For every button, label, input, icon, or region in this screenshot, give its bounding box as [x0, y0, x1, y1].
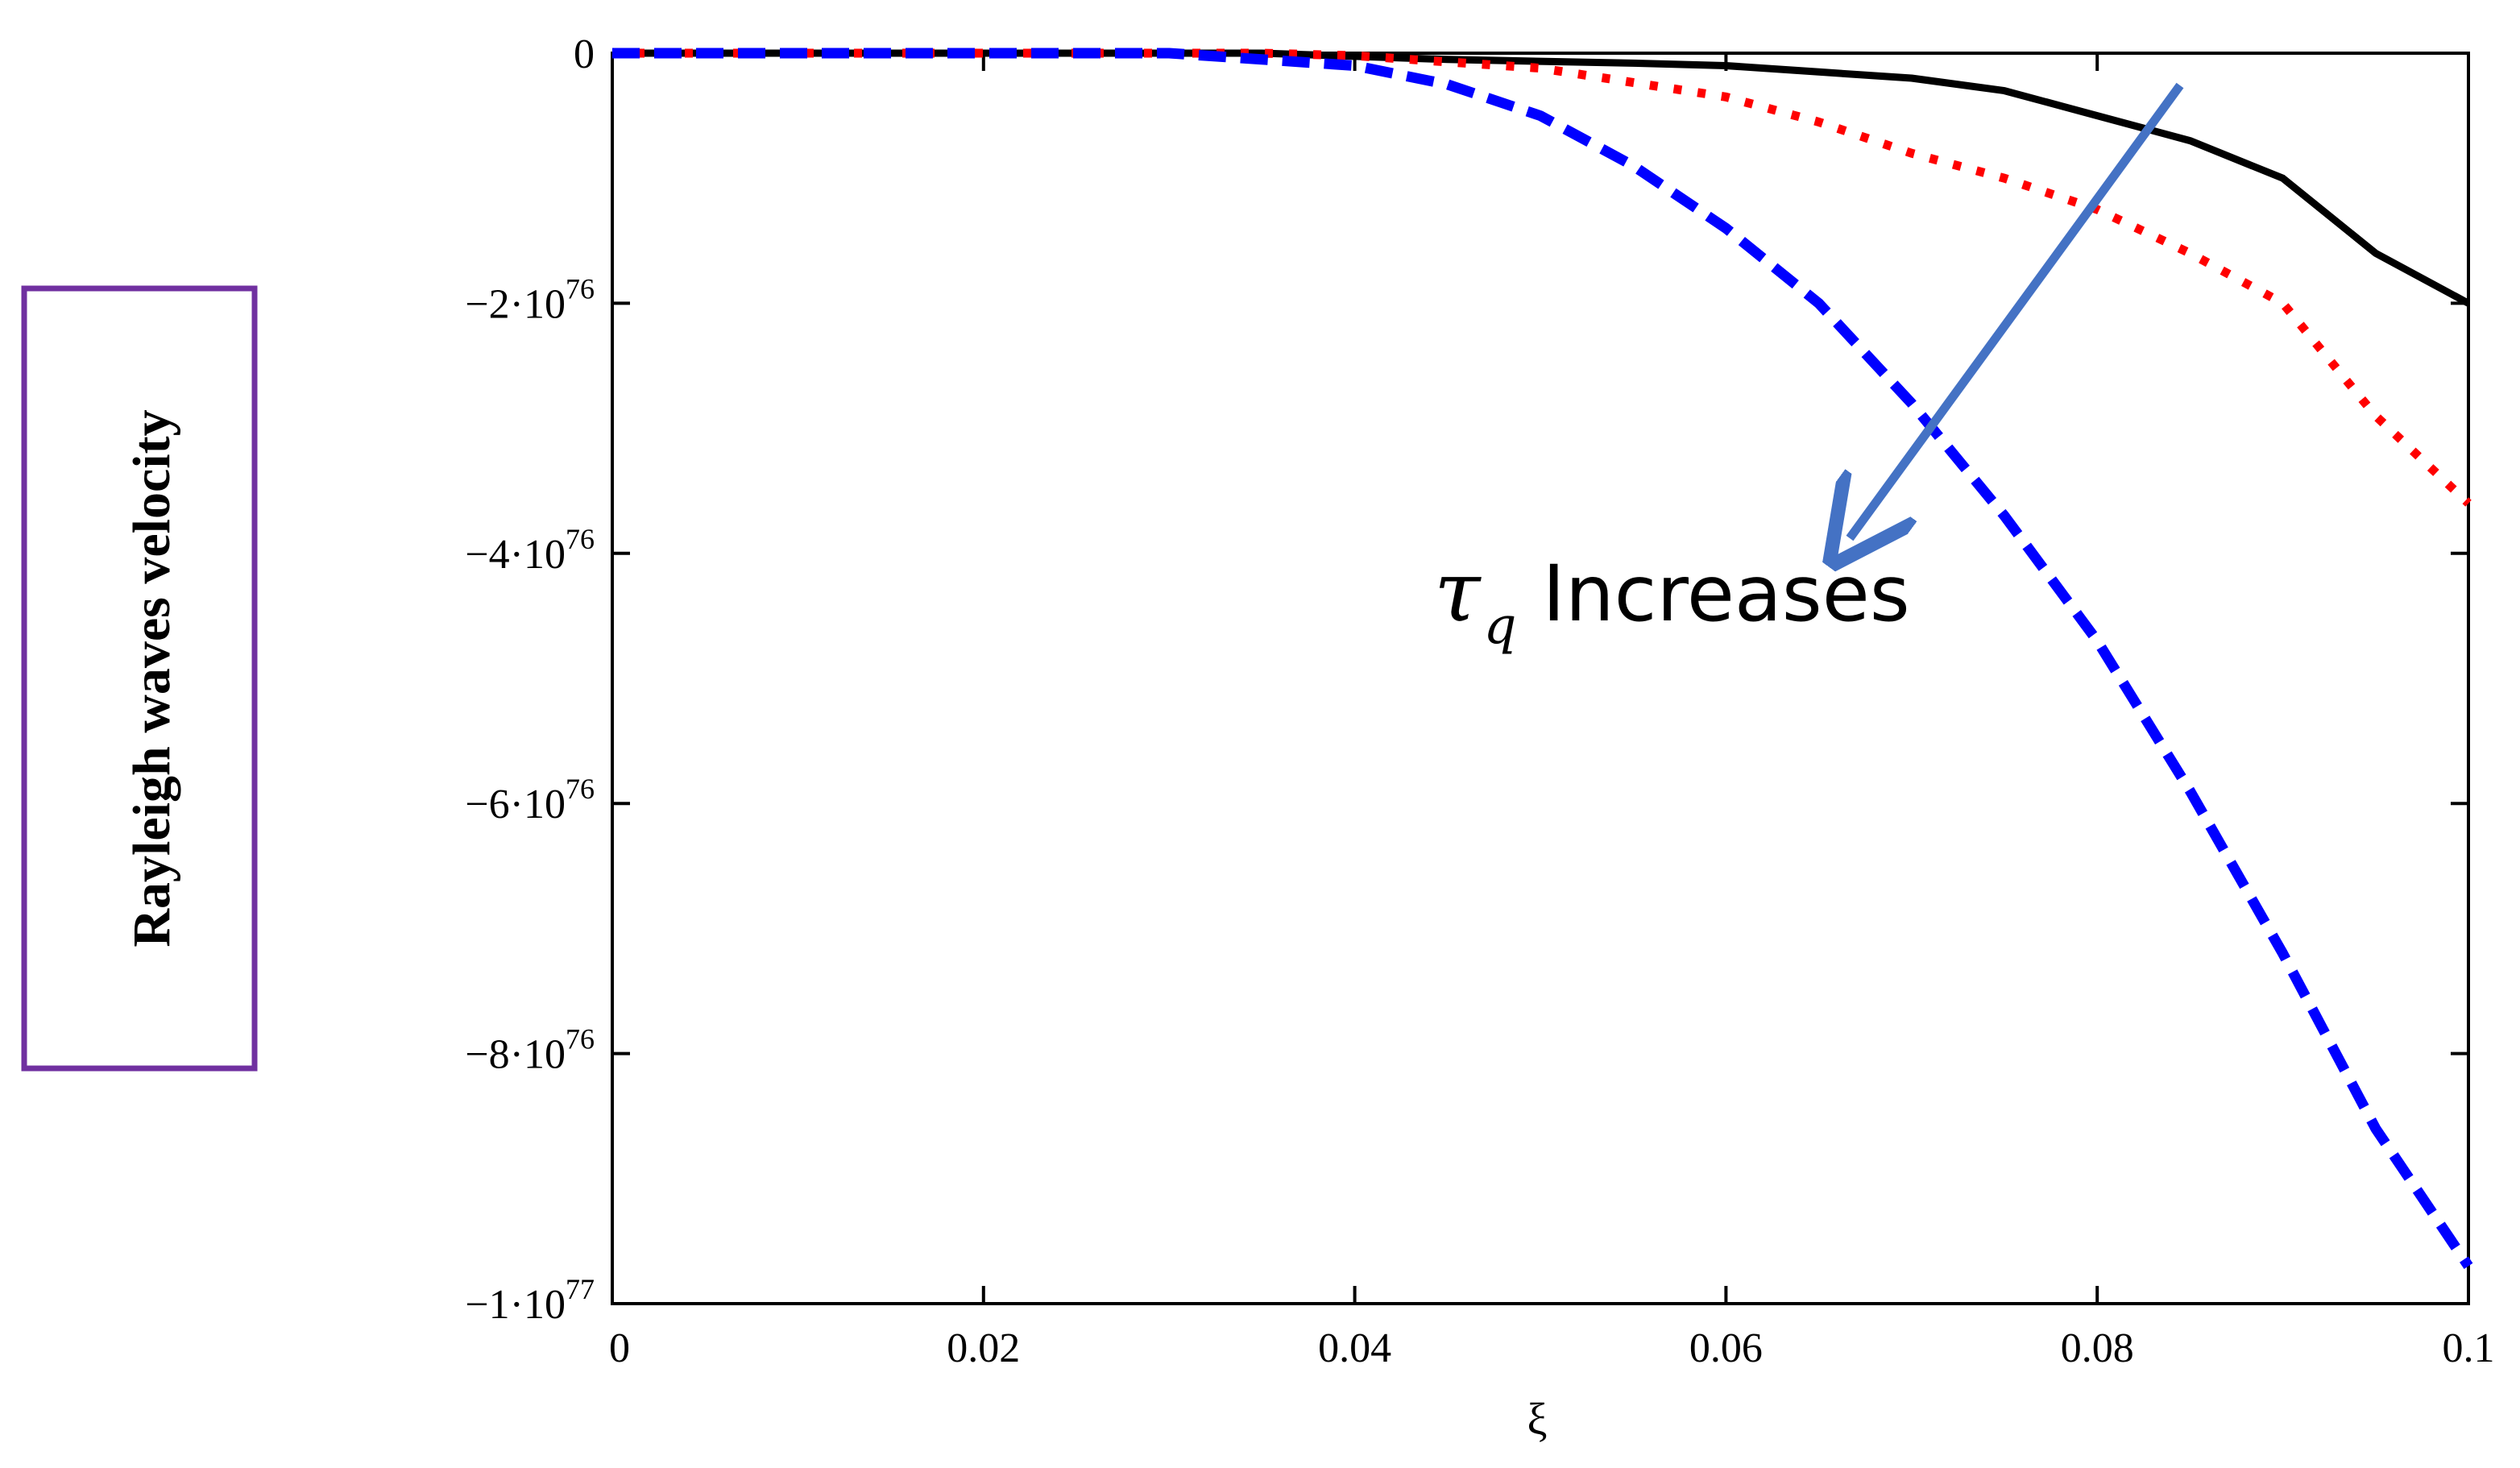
series-line-dashed: [612, 48, 2473, 1270]
tau-subscript: q: [1484, 596, 1517, 656]
annotation-arrow: [1850, 82, 2184, 538]
y-tick-label: −8·1076: [465, 1023, 595, 1078]
series-line-solid: [612, 49, 2471, 307]
ylabel-box: [21, 285, 258, 1072]
series-layer: [612, 48, 2473, 1270]
x-tick-label: 0: [609, 1325, 630, 1371]
y-tick-label: −2·1076: [465, 272, 595, 327]
y-axis-label: Rayleigh waves velocity: [122, 409, 181, 947]
y-tick-label: −1·1077: [465, 1273, 595, 1328]
x-tick-label: 0.02: [947, 1325, 1020, 1371]
x-tick-label: 0.08: [2061, 1325, 2134, 1371]
annotation-label: τ q Increases: [1434, 542, 1910, 656]
y-tick-label: 0: [574, 31, 595, 77]
increases-text: Increases: [1543, 549, 1910, 639]
x-tick-label: 0.1: [2443, 1325, 2495, 1371]
plot-frame: [611, 52, 2470, 1305]
x-axis-label: ξ: [1527, 1395, 1548, 1445]
tick-labels: 0 0.02 0.04 0.06 0.08 0.1 0 −2·1076 −4·1076 −6·10…: [465, 31, 2494, 1371]
tau-symbol: τ: [1434, 542, 1482, 641]
ticks: [611, 52, 2470, 1305]
y-tick-label: −4·1076: [465, 523, 595, 578]
series-line-dotted: [612, 48, 2472, 507]
y-tick-label: −6·1076: [465, 773, 595, 827]
x-tick-label: 0.04: [1318, 1325, 1391, 1371]
x-tick-label: 0.06: [1689, 1325, 1763, 1371]
